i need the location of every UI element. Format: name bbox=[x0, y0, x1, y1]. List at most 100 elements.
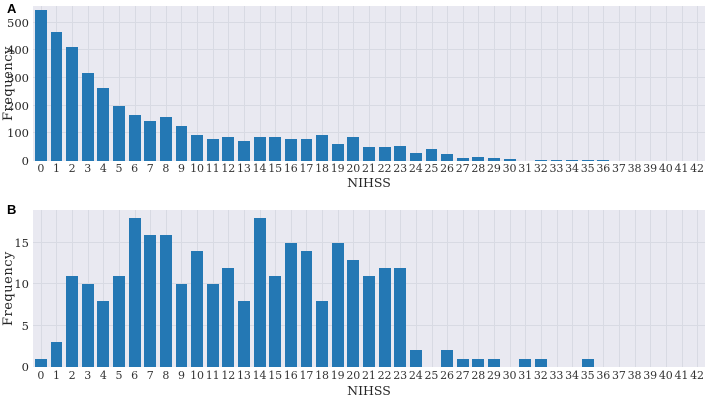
bar-nihss-31 bbox=[519, 358, 532, 367]
x-tick-label: 22 bbox=[377, 369, 392, 382]
bar-nihss-36 bbox=[597, 159, 610, 161]
x-tick-label: 33 bbox=[549, 369, 564, 382]
x-tick-label: 12 bbox=[221, 369, 236, 382]
v-gridline bbox=[619, 6, 621, 161]
bar-nihss-26 bbox=[441, 154, 454, 161]
v-gridline bbox=[572, 210, 574, 367]
v-gridline bbox=[587, 6, 589, 161]
bar-nihss-22 bbox=[378, 267, 391, 367]
v-gridline bbox=[603, 6, 605, 161]
bar-nihss-18 bbox=[316, 300, 329, 367]
bar-nihss-4 bbox=[97, 300, 110, 367]
x-tick-label: 27 bbox=[455, 369, 470, 382]
x-tick-label: 19 bbox=[330, 162, 345, 175]
bar-nihss-21 bbox=[363, 146, 375, 161]
bar-nihss-15 bbox=[269, 276, 282, 367]
x-tick-label: 40 bbox=[658, 369, 673, 382]
x-tick-label: 2 bbox=[68, 369, 76, 382]
x-tick-label: 29 bbox=[486, 162, 501, 175]
bar-nihss-7 bbox=[144, 120, 157, 161]
bar-nihss-16 bbox=[284, 243, 297, 367]
bar-nihss-24 bbox=[409, 350, 422, 367]
bar-nihss-29 bbox=[488, 358, 500, 367]
v-gridline bbox=[447, 6, 449, 161]
x-tick-label: 24 bbox=[408, 162, 423, 175]
v-gridline bbox=[494, 210, 496, 367]
x-tick-label: 41 bbox=[674, 369, 689, 382]
x-tick-label: 23 bbox=[393, 369, 408, 382]
bar-nihss-10 bbox=[191, 135, 204, 161]
bar-nihss-35 bbox=[581, 358, 594, 367]
bar-nihss-33 bbox=[550, 159, 563, 161]
bar-nihss-12 bbox=[222, 267, 235, 367]
x-tick-label: 37 bbox=[611, 369, 626, 382]
bar-nihss-24 bbox=[409, 152, 422, 161]
v-gridline bbox=[103, 6, 105, 161]
x-tick-label: 12 bbox=[221, 162, 236, 175]
x-tick-label: 20 bbox=[346, 162, 361, 175]
x-tick-label: 33 bbox=[549, 162, 564, 175]
v-gridline bbox=[697, 210, 699, 367]
x-tick-label: 18 bbox=[315, 369, 330, 382]
x-tick-label: 28 bbox=[471, 162, 486, 175]
x-tick-label: 14 bbox=[252, 369, 267, 382]
bar-nihss-10 bbox=[191, 251, 204, 367]
v-gridline bbox=[556, 210, 558, 367]
bar-nihss-26 bbox=[441, 350, 454, 367]
x-tick-label: 31 bbox=[518, 162, 533, 175]
v-gridline bbox=[243, 210, 245, 367]
v-gridline bbox=[197, 6, 199, 161]
x-tick-label: 5 bbox=[115, 369, 123, 382]
v-gridline bbox=[681, 6, 683, 161]
v-gridline bbox=[322, 210, 324, 367]
x-tick-label: 38 bbox=[627, 162, 642, 175]
panel-a-x-axis-title: NIHSS bbox=[347, 175, 391, 190]
x-tick-label: 25 bbox=[424, 369, 439, 382]
y-tick-label: 300 bbox=[7, 70, 29, 85]
panel-a-plot-area bbox=[33, 6, 705, 161]
x-tick-label: 21 bbox=[361, 369, 376, 382]
bar-nihss-20 bbox=[347, 259, 360, 367]
v-gridline bbox=[462, 210, 464, 367]
v-gridline bbox=[118, 6, 120, 161]
x-tick-label: 39 bbox=[643, 162, 658, 175]
bar-nihss-4 bbox=[97, 88, 110, 161]
x-tick-label: 0 bbox=[37, 369, 45, 382]
bar-nihss-1 bbox=[50, 342, 63, 367]
x-tick-label: 16 bbox=[283, 162, 298, 175]
x-tick-label: 6 bbox=[131, 162, 139, 175]
v-gridline bbox=[353, 6, 355, 161]
x-tick-label: 10 bbox=[190, 369, 205, 382]
bar-nihss-7 bbox=[144, 234, 157, 367]
panel-b-y-ticks: 0 5 10 15 bbox=[0, 210, 29, 374]
v-gridline bbox=[681, 210, 683, 367]
x-tick-label: 11 bbox=[205, 369, 220, 382]
v-gridline bbox=[697, 6, 699, 161]
x-tick-label: 42 bbox=[690, 369, 705, 382]
bar-nihss-18 bbox=[316, 134, 329, 161]
x-tick-label: 15 bbox=[268, 162, 283, 175]
x-tick-label: 7 bbox=[146, 369, 154, 382]
x-tick-label: 40 bbox=[658, 162, 673, 175]
bar-nihss-8 bbox=[159, 117, 172, 161]
x-tick-label: 10 bbox=[190, 162, 205, 175]
v-gridline bbox=[243, 6, 245, 161]
x-tick-label: 19 bbox=[330, 369, 345, 382]
x-tick-label: 26 bbox=[440, 369, 455, 382]
x-tick-label: 13 bbox=[236, 162, 251, 175]
y-tick-label: 15 bbox=[14, 236, 29, 251]
x-tick-label: 2 bbox=[68, 162, 76, 175]
x-tick-label: 22 bbox=[377, 162, 392, 175]
bar-nihss-30 bbox=[503, 158, 516, 161]
x-tick-label: 25 bbox=[424, 162, 439, 175]
v-gridline bbox=[103, 210, 105, 367]
v-gridline bbox=[540, 210, 542, 367]
v-gridline bbox=[525, 210, 527, 367]
bar-nihss-14 bbox=[253, 137, 266, 161]
x-tick-label: 38 bbox=[627, 369, 642, 382]
x-tick-label: 26 bbox=[440, 162, 455, 175]
x-tick-label: 14 bbox=[252, 162, 267, 175]
bar-nihss-0 bbox=[34, 10, 47, 161]
v-gridline bbox=[134, 6, 136, 161]
y-tick-label: 500 bbox=[7, 15, 29, 30]
